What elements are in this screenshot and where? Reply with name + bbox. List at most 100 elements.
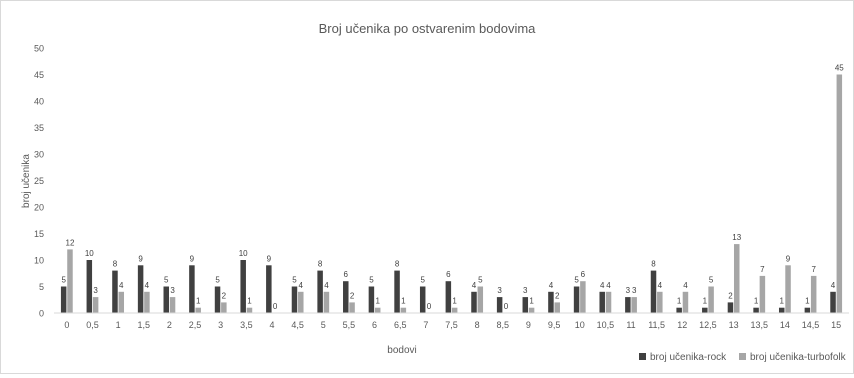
legend-swatch-turbofolk [739,353,746,360]
bar-rock [266,265,272,313]
bar-turbofolk [580,281,586,313]
bar-turbofolk [605,291,612,313]
bar-rock [86,260,93,313]
data-label: 1 [452,297,457,306]
x-tick-label: 11 [626,320,635,330]
data-label: 2 [350,291,355,300]
bar-turbofolk [708,286,714,313]
x-tick-label: 6 [372,320,377,330]
x-tick-label: 10,5 [597,320,615,330]
data-label: 8 [395,260,400,269]
x-tick-label: 13,5 [750,320,768,330]
bar-turbofolk [349,302,355,313]
bar-rock [753,307,759,313]
data-label: 10 [85,249,94,258]
bar-rock [317,270,323,313]
bar-turbofolk [528,307,535,313]
y-tick-label: 15 [34,229,44,239]
legend-label-turbofolk: broj učenika-turbofolk [750,352,847,363]
data-label: 4 [324,281,329,290]
data-label: 1 [375,297,380,306]
y-tick-label: 45 [34,70,44,80]
y-tick-label: 10 [34,256,44,266]
x-tick-label: 1,5 [138,320,151,330]
legend-label-rock: broj učenika-rock [650,352,727,363]
data-label: 2 [728,291,733,300]
data-label: 2 [555,291,560,300]
bar-rock [368,286,375,313]
y-tick-label: 40 [34,97,44,107]
x-tick-label: 14,5 [802,320,820,330]
data-label: 45 [835,64,844,73]
x-tick-label: 4,5 [291,320,304,330]
data-label: 1 [805,297,810,306]
bar-turbofolk [195,307,201,313]
data-label: 1 [196,297,201,306]
bar-rock [650,270,657,313]
y-tick-label: 5 [39,282,44,292]
bar-rock [548,291,554,313]
bars [60,74,843,313]
bar-rock [830,291,836,313]
bar-turbofolk [631,297,637,313]
x-tick-label: 10 [575,320,585,330]
bar-turbofolk [298,291,304,313]
data-label: 5 [215,276,220,285]
x-tick-label: 13 [729,320,739,330]
data-label: 1 [754,297,759,306]
x-tick-label: 8,5 [497,320,510,330]
x-tick-label: 1 [116,320,121,330]
x-tick-label: 0,5 [86,320,99,330]
data-label: 5 [574,276,579,285]
bar-rock [189,265,195,313]
x-tick-label: 14 [780,320,790,330]
data-label: 5 [292,276,297,285]
bar-turbofolk [733,244,740,313]
x-tick-label: 15 [831,320,841,330]
bar-turbofolk [118,291,125,313]
x-tick-label: 3 [218,320,223,330]
bar-rock [625,297,631,313]
data-label: 4 [658,281,663,290]
data-label: 2 [222,291,227,300]
x-tick-label: 9 [526,320,531,330]
data-label: 6 [581,270,586,279]
data-label: 10 [239,249,248,258]
data-label: 9 [786,254,791,263]
data-label: 7 [760,265,765,274]
data-label: 0 [504,302,509,311]
data-label: 4 [472,281,477,290]
bar-turbofolk [400,307,407,313]
bar-rock [573,286,580,313]
x-tick-label: 2,5 [189,320,202,330]
data-label: 9 [138,254,143,263]
bar-rock [471,291,477,313]
bar-turbofolk [67,249,73,313]
data-label: 0 [427,302,432,311]
x-tick-label: 5 [321,320,326,330]
x-tick-label: 4 [269,320,274,330]
data-label: 3 [632,286,637,295]
data-label: 5 [61,276,66,285]
data-label: 3 [497,286,502,295]
data-label: 1 [529,297,534,306]
data-label: 8 [318,260,323,269]
bar-turbofolk [323,291,330,313]
y-tick-label: 25 [34,176,44,186]
data-label: 5 [420,276,425,285]
bar-rock [137,265,144,313]
x-tick-label: 12 [677,320,687,330]
bar-turbofolk [477,286,484,313]
x-tick-label: 6,5 [394,320,407,330]
bar-turbofolk [169,297,176,313]
data-label: 8 [113,260,118,269]
legend-swatch-rock [639,353,646,360]
bar-rock [496,297,503,313]
y-axis-ticks: 0 5 10 15 20 25 30 35 40 45 50 [34,44,44,319]
bar-rock [522,297,529,313]
bar-rock [702,307,708,313]
bar-rock [291,286,298,313]
bar-turbofolk [836,74,843,313]
x-tick-label: 12,5 [699,320,717,330]
